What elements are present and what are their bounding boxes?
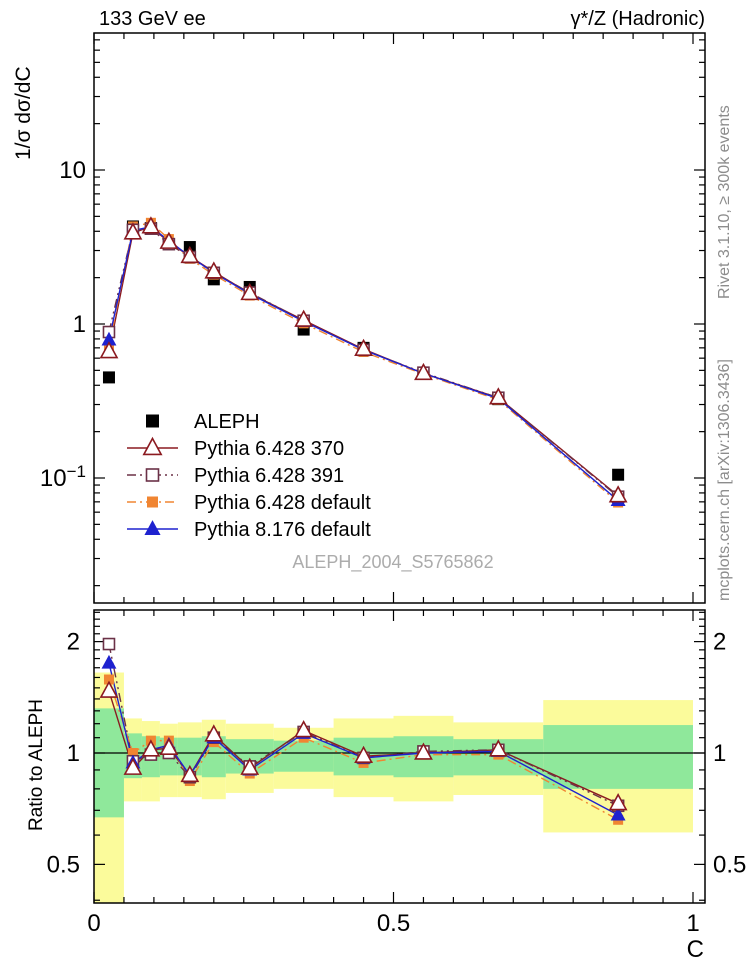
markers-pythia-6-428-370: [99, 216, 628, 811]
legend-item-pythia-8-176-default: Pythia 8.176 default: [127, 519, 371, 541]
main-ytick-label: 1: [73, 311, 86, 338]
main-ytick-label: 10−1: [40, 462, 86, 492]
series-markers: [99, 216, 628, 825]
legend-item-pythia-6-428-391: Pythia 6.428 391: [127, 465, 344, 487]
legend: ALEPH Pythia 6.428 370 Pythia 6.428 391 Pyt…: [127, 411, 371, 541]
rivet-version-label: Rivet 3.1.10, ≥ 300k events: [716, 105, 733, 299]
main-ytick-label: 10: [59, 157, 86, 184]
xtick-label: 1: [686, 910, 699, 937]
title-beam-energy: 133 GeV ee: [99, 8, 206, 30]
chart-render-root: ALEPH Pythia 6.428 370 Pythia 6.428 391 Pyt…: [40, 32, 746, 937]
axis-ticks: [93, 33, 705, 903]
legend-item-pythia-6-428-default: Pythia 6.428 default: [127, 492, 371, 514]
ratio-ytick-label-right: 0.5: [713, 851, 746, 878]
ratio-ytick-label-left: 0.5: [47, 851, 80, 878]
tick-labels: 10 1 10−1 2 2 1 1 0.5 0.5 0 0.5 1: [40, 157, 746, 937]
legend-label: Pythia 6.428 default: [194, 492, 371, 514]
ratio-y-axis-label: Ratio to ALEPH: [26, 699, 47, 831]
legend-item-aleph: ALEPH: [146, 411, 260, 433]
x-axis-label: C: [687, 936, 704, 963]
mcplots-arxiv-label: mcplots.cern.ch [arXiv:1306.3436]: [716, 359, 733, 601]
legend-label: Pythia 6.428 370: [194, 438, 344, 460]
legend-item-pythia-6-428-370: Pythia 6.428 370: [127, 436, 344, 460]
ratio-ytick-label-left: 1: [67, 740, 80, 767]
legend-label: Pythia 8.176 default: [194, 519, 371, 541]
legend-label: Pythia 6.428 391: [194, 465, 344, 487]
title-process: γ*/Z (Hadronic): [571, 8, 705, 30]
analysis-watermark: ALEPH_2004_S5765862: [292, 552, 493, 573]
xtick-label: 0: [87, 910, 100, 937]
main-y-axis-label: 1/σ dσ/dC: [12, 66, 35, 160]
xtick-label: 0.5: [377, 910, 410, 937]
ratio-ytick-label-left: 2: [67, 629, 80, 656]
panel-frames: [93, 32, 706, 904]
uncertainty-bands: [94, 672, 693, 903]
legend-label: ALEPH: [194, 411, 260, 433]
ratio-ytick-label-right: 1: [713, 740, 726, 767]
ratio-ytick-label-right: 2: [713, 629, 726, 656]
